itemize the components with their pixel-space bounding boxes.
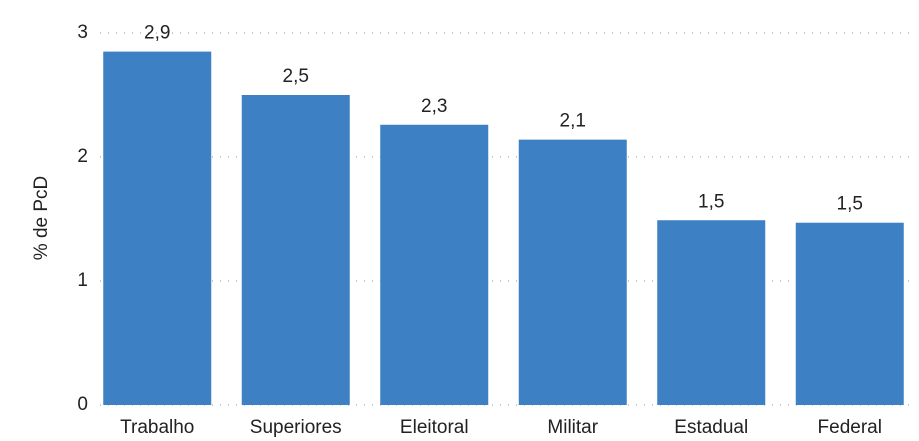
y-tick-label: 0: [77, 394, 88, 415]
bar: [241, 95, 350, 405]
data-label: 2,1: [560, 111, 586, 132]
data-label: 2,9: [144, 23, 170, 44]
bar: [103, 51, 212, 405]
x-tick-label: Superiores: [250, 417, 342, 438]
data-label: 2,5: [283, 66, 309, 87]
bar: [380, 124, 489, 405]
data-label: 2,3: [421, 96, 447, 117]
x-tick-label: Federal: [818, 417, 882, 438]
data-label: 1,5: [837, 194, 863, 215]
x-tick-label: Militar: [547, 417, 598, 438]
y-tick-label: 3: [77, 22, 88, 43]
y-tick-label: 1: [77, 270, 88, 291]
x-tick-label: Eleitoral: [400, 417, 469, 438]
x-tick-label: Estadual: [674, 417, 748, 438]
data-label: 1,5: [698, 191, 724, 212]
y-axis-title: % de PcD: [31, 176, 52, 260]
bar: [795, 222, 904, 405]
bar: [657, 220, 766, 405]
y-tick-label: 2: [77, 146, 88, 167]
bar: [518, 139, 627, 405]
x-tick-label: Trabalho: [120, 417, 194, 438]
